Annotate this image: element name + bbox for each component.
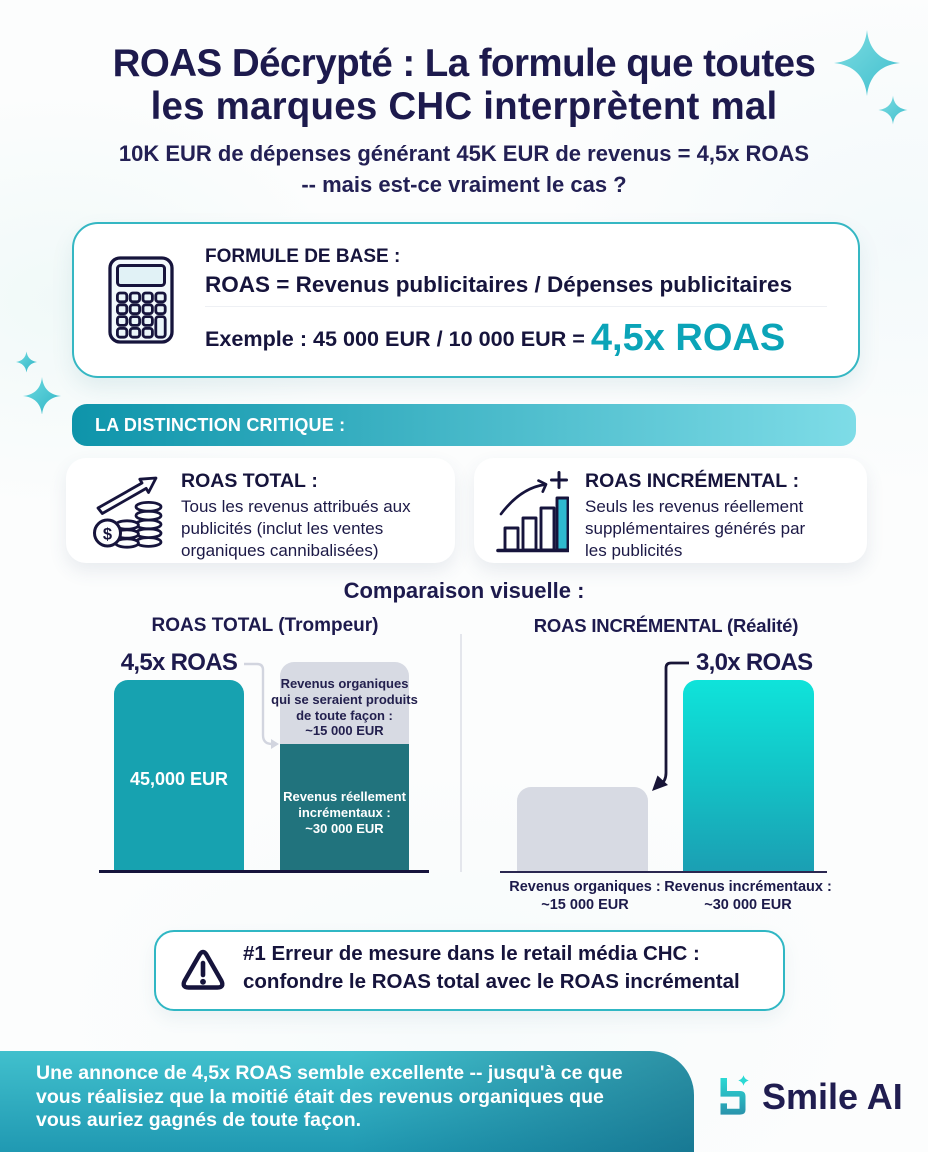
svg-text:$: $ [103, 526, 112, 544]
